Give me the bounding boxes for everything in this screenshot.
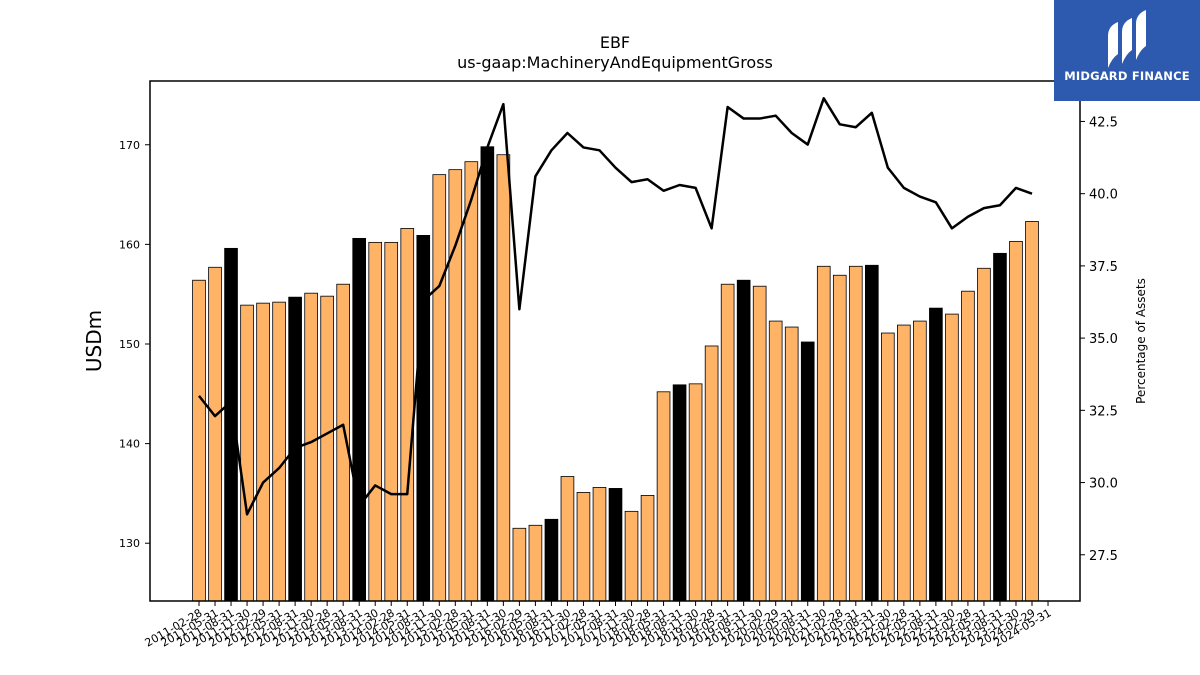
bar-2013-08-31 — [352, 237, 366, 602]
y-tick-label: 170 — [119, 139, 140, 152]
y-tick-label: 160 — [119, 238, 140, 251]
y2-tick-label: 42.5 — [1089, 115, 1118, 130]
bar-2013-02-28 — [320, 295, 334, 602]
bar-2019-11-30 — [752, 285, 767, 602]
bar-2023-05-31 — [977, 267, 991, 602]
chart-subtitle: us-gaap:MachineryAndEquipmentGross — [457, 53, 773, 72]
bar-2012-02-29 — [256, 302, 270, 602]
bar-2018-02-28 — [640, 495, 655, 602]
bar-2022-08-31 — [929, 307, 943, 602]
y2-tick-label: 27.5 — [1089, 549, 1118, 564]
bar-2011-05-31 — [208, 266, 222, 602]
y-axis-left: 130 140 150 160 170 — [119, 139, 150, 550]
x-axis: 2011-02-282011-05-312011-08-312011-11-30… — [143, 601, 1054, 650]
bar-2015-11-30 — [496, 154, 511, 602]
bar-2018-05-31 — [656, 391, 671, 602]
bar-2018-08-31 — [672, 384, 687, 602]
bar-2016-02-29 — [512, 527, 527, 602]
y-tick-label: 130 — [119, 537, 140, 550]
bar-2017-11-30 — [624, 510, 639, 602]
bar-2014-02-28 — [384, 241, 399, 602]
bar-2015-05-31 — [464, 161, 479, 602]
bar-2020-11-30 — [816, 265, 831, 602]
y-axis-label: USDm — [82, 310, 106, 372]
bar-2021-11-30 — [881, 332, 895, 602]
y-tick-label: 150 — [119, 338, 140, 351]
bar-2021-05-31 — [848, 265, 863, 602]
logo-mark-icon — [1108, 10, 1146, 68]
bar-2018-11-30 — [688, 383, 703, 602]
percentage-line — [198, 97, 1033, 516]
y2-tick-label: 30.0 — [1089, 477, 1118, 492]
bar-2016-08-31 — [544, 518, 559, 602]
bar-2017-08-31 — [608, 488, 623, 602]
bar-2023-02-28 — [961, 290, 975, 602]
y2-tick-label: 37.5 — [1089, 260, 1118, 275]
bar-2019-05-31 — [720, 283, 735, 602]
bar-2011-11-30 — [240, 304, 254, 602]
bar-2014-05-31 — [400, 228, 415, 602]
bar-2016-05-31 — [528, 524, 543, 602]
y-tick-label: 140 — [119, 438, 140, 451]
y-axis-right: 27.5 30.0 32.5 35.0 37.5 40.0 42.5 — [1080, 115, 1118, 564]
bar-2022-05-31 — [913, 320, 927, 602]
bar-2020-05-31 — [784, 326, 799, 602]
y2-tick-label: 40.0 — [1089, 188, 1118, 203]
bar-2013-11-30 — [368, 241, 383, 602]
bar-2019-02-28 — [704, 345, 719, 602]
bar-2021-02-28 — [832, 274, 847, 602]
bar-2015-08-31 — [480, 146, 495, 602]
bar-2023-11-30 — [1009, 240, 1023, 602]
bar-2021-08-31 — [865, 264, 879, 602]
bar-2014-08-31 — [416, 235, 431, 602]
bar-2014-11-30 — [432, 174, 447, 602]
bar-2011-02-28 — [192, 279, 206, 602]
bar-2022-02-28 — [897, 324, 911, 602]
bar-2012-11-30 — [304, 292, 318, 602]
logo-text: MIDGARD FINANCE — [1064, 69, 1190, 83]
brand-logo: MIDGARD FINANCE — [1054, 0, 1200, 101]
bar-2016-11-30 — [560, 476, 575, 602]
y2-tick-label: 32.5 — [1089, 404, 1118, 419]
bar-2012-05-31 — [272, 301, 286, 602]
bar-2022-11-30 — [945, 313, 959, 602]
bar-2019-08-31 — [736, 279, 751, 602]
bars-group — [192, 146, 1039, 602]
bar-2017-05-31 — [592, 487, 607, 602]
y2-tick-label: 35.0 — [1089, 332, 1118, 347]
bar-2023-08-31 — [993, 252, 1007, 602]
chart-title: EBF — [600, 33, 630, 52]
bar-2020-08-31 — [800, 341, 815, 602]
bar-2020-02-29 — [768, 320, 783, 602]
bar-2024-02-29 — [1025, 221, 1039, 602]
bar-2017-02-28 — [576, 492, 591, 602]
y2-axis-label: Percentage of Assets — [1134, 278, 1148, 404]
